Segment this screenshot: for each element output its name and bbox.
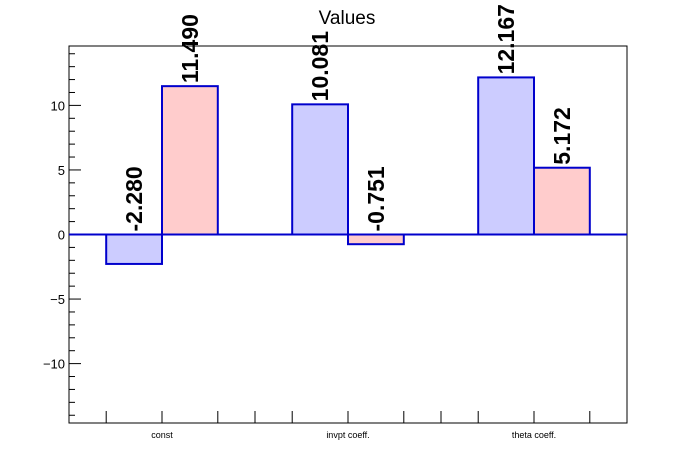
plot-area: −10 −5 0 5 10 -2.280 10.081 12.167 11.490 -0.751 5… (43, 4, 628, 440)
chart-title: Values (319, 8, 376, 29)
data-label: -2.280 (121, 166, 147, 231)
data-label: 12.167 (493, 4, 519, 74)
category-label: invpt coeff. (326, 430, 369, 440)
bar-invpt-coeff--1 (291, 103, 350, 236)
data-label: 11.490 (177, 14, 203, 83)
bar-const-2 (161, 85, 219, 236)
data-label: 10.081 (307, 31, 333, 102)
category-label: theta coeff. (512, 430, 556, 440)
bar-theta-coeff--1 (477, 76, 536, 236)
bar-const-1 (105, 233, 163, 265)
y-tick-label: −10 (43, 357, 65, 372)
y-tick-label: −5 (50, 292, 65, 307)
data-label: 5.172 (549, 107, 575, 165)
category-label: const (151, 430, 173, 440)
y-tick-label: 0 (58, 228, 65, 243)
y-tick-label: 5 (58, 163, 65, 178)
y-tick-label: 10 (51, 98, 65, 113)
bar-theta-coeff--2 (533, 166, 591, 236)
bar-invpt-coeff--2 (347, 233, 405, 246)
data-label: -0.751 (363, 166, 389, 231)
